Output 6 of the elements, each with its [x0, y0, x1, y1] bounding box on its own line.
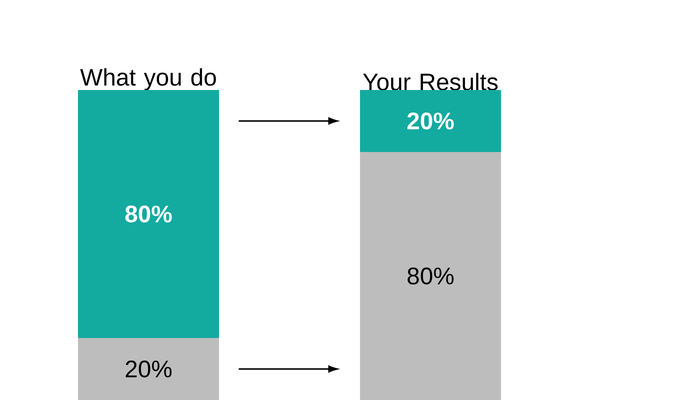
data-label: 80% [408, 268, 454, 284]
data-label: 80% [125, 206, 172, 222]
x-tick-label: What you do [80, 68, 216, 90]
data-label: 20% [407, 112, 454, 130]
data-label: 20% [126, 360, 172, 378]
x-tick-label: Your Results [363, 72, 498, 90]
